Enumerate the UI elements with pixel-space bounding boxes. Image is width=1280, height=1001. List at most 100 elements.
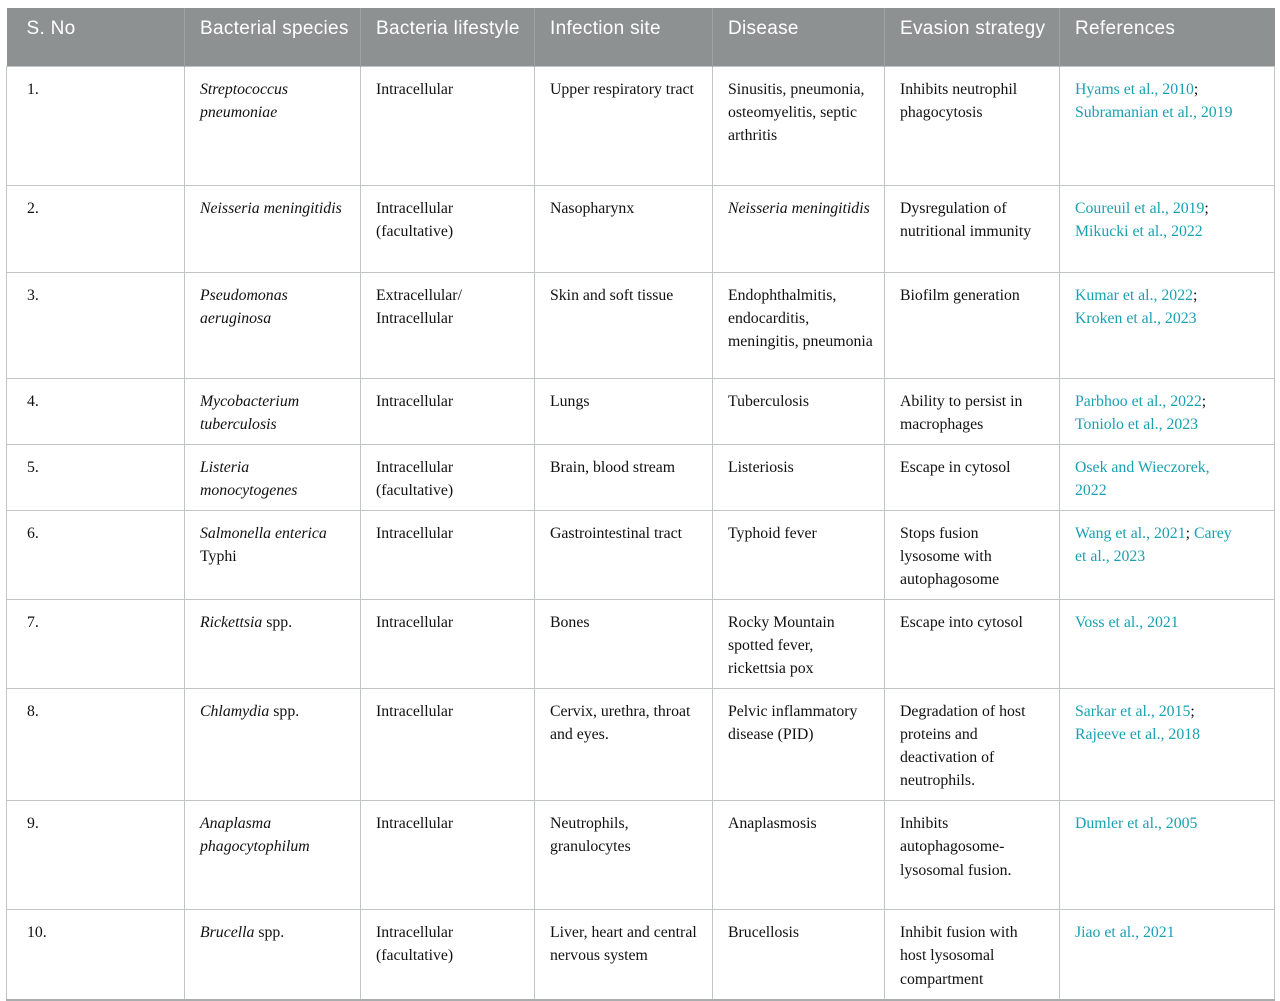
table-row: 4. Mycobacterium tuberculosis Intracellula… [6, 377, 1275, 445]
reference-link[interactable]: Wang et al., 2021 [1075, 524, 1186, 542]
disease-cell: Rocky Mountain spotted fever, rickettsia… [712, 598, 885, 690]
disease-cell: Neisseria meningitidis [712, 184, 885, 273]
disease-cell: Sinusitis, pneumonia, osteomyelitis, sep… [712, 65, 885, 186]
references-cell: Sarkar et al., 2015; Rajeeve et al., 201… [1059, 688, 1275, 802]
disease-cell: Endophthalmitis, endocarditis, meningiti… [712, 271, 885, 379]
reference-link[interactable]: Dumler et al., 2005 [1075, 815, 1198, 833]
reference-separator: ; [1204, 199, 1209, 217]
species-cell: Brucella spp. [184, 909, 361, 1001]
infection-site-cell: Nasopharynx [534, 184, 713, 273]
evasion-cell: Inhibits autophagosome-lysosomal fusion. [884, 800, 1060, 911]
italic-text: Brucella [200, 924, 255, 942]
plain-text: Pelvic inflammatory disease (PID) [728, 703, 858, 744]
table-row: 7. Rickettsia spp. Intracellular Bones Rocky… [6, 598, 1275, 690]
lifestyle-cell: Extracellular/ Intracellular [360, 271, 535, 379]
disease-cell: Typhoid fever [712, 509, 885, 600]
evasion-cell: Escape into cytosol [884, 598, 1060, 690]
references-cell: Osek and Wieczorek, 2022 [1059, 443, 1275, 511]
plain-text: Typhoid fever [728, 524, 817, 542]
italic-text: Neisseria meningitidis [728, 199, 870, 217]
table-header: S. No Bacterial species Bacteria lifesty… [6, 8, 1275, 66]
sno-cell: 4. [6, 377, 185, 445]
table-body: 1. Streptococcus pneumoniae Intracellular U… [6, 65, 1275, 1001]
sno-cell: 10. [6, 909, 185, 1001]
plain-text: spp. [262, 613, 293, 631]
reference-link[interactable]: Toniolo et al., 2023 [1075, 415, 1199, 433]
plain-text: Endophthalmitis, endocarditis, meningiti… [728, 286, 873, 350]
disease-cell: Anaplasmosis [712, 800, 885, 911]
infection-site-cell: Upper respiratory tract [534, 65, 713, 186]
lifestyle-cell: Intracellular [360, 688, 535, 802]
references-cell: Wang et al., 2021; Carey et al., 2023 [1059, 509, 1275, 600]
evasion-cell: Stops fusion lysosome with autophagosome [884, 509, 1060, 600]
column-header-sno: S. No [6, 8, 185, 66]
reference-link[interactable]: Parbhoo et al., 2022 [1075, 392, 1202, 410]
references-cell: Kumar et al., 2022; Kroken et al., 2023 [1059, 271, 1275, 379]
disease-cell: Listeriosis [712, 443, 885, 511]
column-header-disease: Disease [712, 8, 885, 66]
reference-link[interactable]: Subramanian et al., 2019 [1075, 103, 1233, 121]
plain-text: Sinusitis, pneumonia, osteomyelitis, sep… [728, 80, 865, 144]
table-row: 6. Salmonella enterica Typhi Intracellular… [6, 509, 1275, 600]
column-header-evasion: Evasion strategy [884, 8, 1060, 66]
reference-link[interactable]: Kumar et al., 2022 [1075, 286, 1194, 304]
evasion-cell: Degradation of host proteins and deactiv… [884, 688, 1060, 802]
sno-cell: 2. [6, 184, 185, 273]
plain-text: Brucellosis [728, 924, 800, 942]
reference-separator: ; [1185, 524, 1194, 542]
evasion-cell: Biofilm generation [884, 271, 1060, 379]
reference-link[interactable]: Jiao et al., 2021 [1075, 924, 1175, 942]
species-cell: Salmonella enterica Typhi [184, 509, 361, 600]
reference-link[interactable]: Coureuil et al., 2019 [1075, 199, 1205, 217]
references-cell: Hyams et al., 2010; Subramanian et al., … [1059, 65, 1275, 186]
species-cell: Mycobacterium tuberculosis [184, 377, 361, 445]
plain-text: spp. [269, 703, 300, 721]
table-container: S. No Bacterial species Bacteria lifesty… [6, 8, 1275, 1001]
lifestyle-cell: Intracellular (facultative) [360, 184, 535, 273]
plain-text: spp. [254, 924, 285, 942]
disease-cell: Tuberculosis [712, 377, 885, 445]
table-row: 1. Streptococcus pneumoniae Intracellular U… [6, 65, 1275, 186]
column-header-references: References [1059, 8, 1275, 66]
reference-separator: ; [1193, 80, 1199, 98]
reference-link[interactable]: Carey et al., 2023 [1075, 524, 1232, 565]
italic-text: Mycobacterium tuberculosis [200, 392, 300, 433]
reference-link[interactable]: Mikucki et al., 2022 [1075, 222, 1203, 240]
infection-site-cell: Gastrointestinal tract [534, 509, 713, 600]
species-cell: Anaplasma phagocytophilum [184, 800, 361, 911]
disease-cell: Brucellosis [712, 909, 885, 1001]
evasion-cell: Inhibits neutrophil phagocytosis [884, 65, 1060, 186]
lifestyle-cell: Intracellular [360, 509, 535, 600]
plain-text: Rocky Mountain spotted fever, rickettsia… [728, 613, 835, 678]
lifestyle-cell: Intracellular (facultative) [360, 909, 535, 1001]
italic-text: Salmonella enterica [200, 524, 327, 542]
lifestyle-cell: Intracellular [360, 377, 535, 445]
bacteria-evasion-table: S. No Bacterial species Bacteria lifesty… [6, 8, 1275, 1001]
reference-link[interactable]: Osek and Wieczorek, 2022 [1075, 458, 1210, 499]
reference-link[interactable]: Kroken et al., 2023 [1075, 309, 1197, 327]
infection-site-cell: Cervix, urethra, throat and eyes. [534, 688, 713, 802]
italic-text: Rickettsia [200, 613, 263, 631]
evasion-cell: Dysregulation of nutritional immunity [884, 184, 1060, 273]
species-cell: Streptococcus pneumoniae [184, 65, 361, 186]
reference-link[interactable]: Hyams et al., 2010 [1075, 80, 1194, 98]
infection-site-cell: Brain, blood stream [534, 443, 713, 511]
infection-site-cell: Lungs [534, 377, 713, 445]
sno-cell: 3. [6, 271, 185, 379]
italic-text: Pseudomonas aeruginosa [200, 286, 288, 327]
references-cell: Parbhoo et al., 2022; Toniolo et al., 20… [1059, 377, 1275, 445]
infection-site-cell: Liver, heart and central nervous system [534, 909, 713, 1001]
plain-text: Typhi [200, 547, 237, 565]
infection-site-cell: Neutrophils, granulocytes [534, 800, 713, 911]
italic-text: Neisseria meningitidis [200, 199, 342, 217]
sno-cell: 1. [6, 65, 185, 186]
references-cell: Voss et al., 2021 [1059, 598, 1275, 690]
plain-text: Tuberculosis [728, 392, 810, 410]
reference-link[interactable]: Rajeeve et al., 2018 [1075, 726, 1201, 744]
column-header-species: Bacterial species [184, 8, 361, 66]
plain-text: Anaplasmosis [728, 815, 817, 833]
reference-link[interactable]: Voss et al., 2021 [1075, 613, 1179, 631]
reference-link[interactable]: Sarkar et al., 2015 [1075, 703, 1191, 721]
infection-site-cell: Bones [534, 598, 713, 690]
table-row: 2. Neisseria meningitidis Intracellular (f… [6, 184, 1275, 273]
